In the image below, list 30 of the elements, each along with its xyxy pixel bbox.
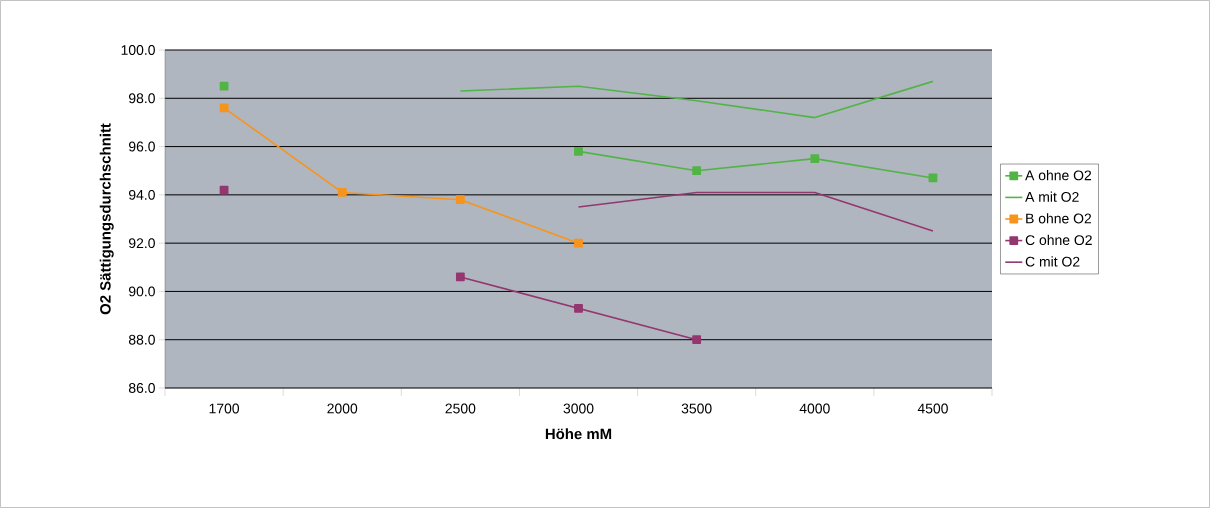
x-tick-label: 2000: [327, 403, 358, 414]
point: [337, 188, 347, 197]
legend-label: C mit O2: [1025, 256, 1080, 267]
point: [219, 81, 229, 91]
point: [692, 335, 702, 345]
x-axis-title: Höhe mM: [545, 428, 612, 440]
y-tick-label: 94.0: [128, 189, 155, 200]
point: [455, 272, 465, 282]
point: [455, 195, 465, 205]
y-tick-label: 88.0: [128, 334, 155, 345]
x-tick-label: 1700: [209, 403, 240, 414]
legend-label: C ohne O2: [1025, 234, 1092, 246]
y-axis-title: O2 Sättigungsdurchschnitt: [99, 123, 114, 315]
line-series: [459, 80, 934, 119]
y-tick-label: 96.0: [128, 141, 155, 152]
x-tick-label: 3000: [563, 403, 594, 414]
y-tick-label: 92.0: [128, 238, 155, 249]
legend-label: A ohne O2: [1025, 170, 1092, 181]
x-tick-label: 2500: [445, 403, 476, 414]
x-tick-label: 4000: [799, 403, 830, 414]
y-tick-label: 90.0: [128, 286, 155, 297]
y-tick-label: 98.0: [128, 93, 155, 104]
x-tick-label: 3500: [681, 403, 712, 414]
x-tick-label: 4500: [917, 403, 948, 414]
legend-label: A mit O2: [1025, 191, 1079, 202]
legend-label: B ohne O2: [1026, 213, 1092, 224]
y-tick-label: 86.0: [128, 383, 155, 393]
point: [574, 238, 583, 248]
point: [574, 303, 583, 313]
y-tick-label: 100.0: [121, 45, 155, 55]
